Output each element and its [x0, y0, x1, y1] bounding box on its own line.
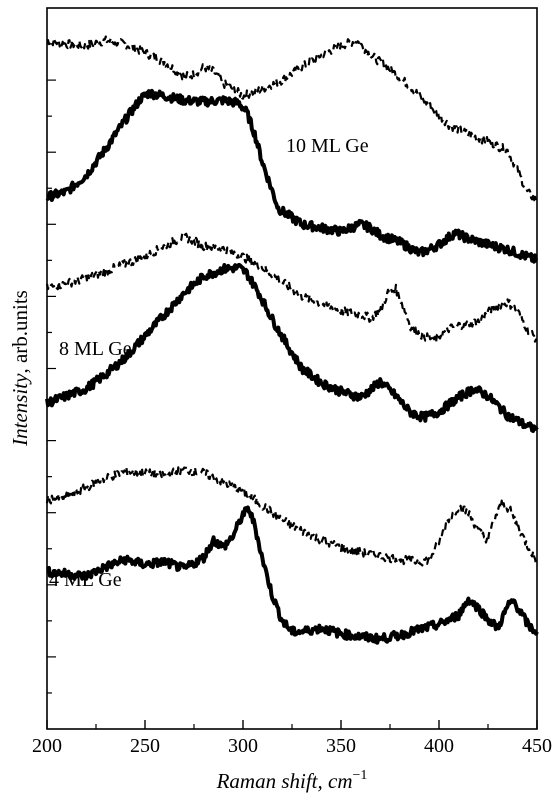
- series-dashed-2: [45, 231, 538, 343]
- series-lines: [45, 35, 539, 645]
- series-solid-3: [45, 262, 539, 433]
- series-solid-1: [45, 88, 538, 264]
- x-tick-label: 400: [424, 735, 454, 757]
- x-tick-label: 450: [522, 735, 552, 757]
- x-tick-label: 350: [326, 735, 356, 757]
- series-dashed-4: [45, 465, 539, 567]
- x-axis-label: Raman shift, cm−1: [216, 768, 368, 793]
- series-solid-5: [46, 505, 539, 645]
- axis-ticks: 200 250 300 350 400 450: [32, 43, 552, 757]
- x-tick-label: 300: [228, 735, 258, 757]
- annotation-4ml: 4 ML Ge: [49, 569, 122, 591]
- x-tick-label: 200: [32, 735, 62, 757]
- annotation-8ml: 8 ML Ge: [59, 338, 132, 360]
- plot-frame: [46, 7, 538, 730]
- y-axis-label: Intensity, arb.units: [8, 290, 32, 447]
- series-dashed-0: [46, 35, 538, 203]
- annotation-10ml: 10 ML Ge: [286, 135, 369, 157]
- x-tick-label: 250: [130, 735, 160, 757]
